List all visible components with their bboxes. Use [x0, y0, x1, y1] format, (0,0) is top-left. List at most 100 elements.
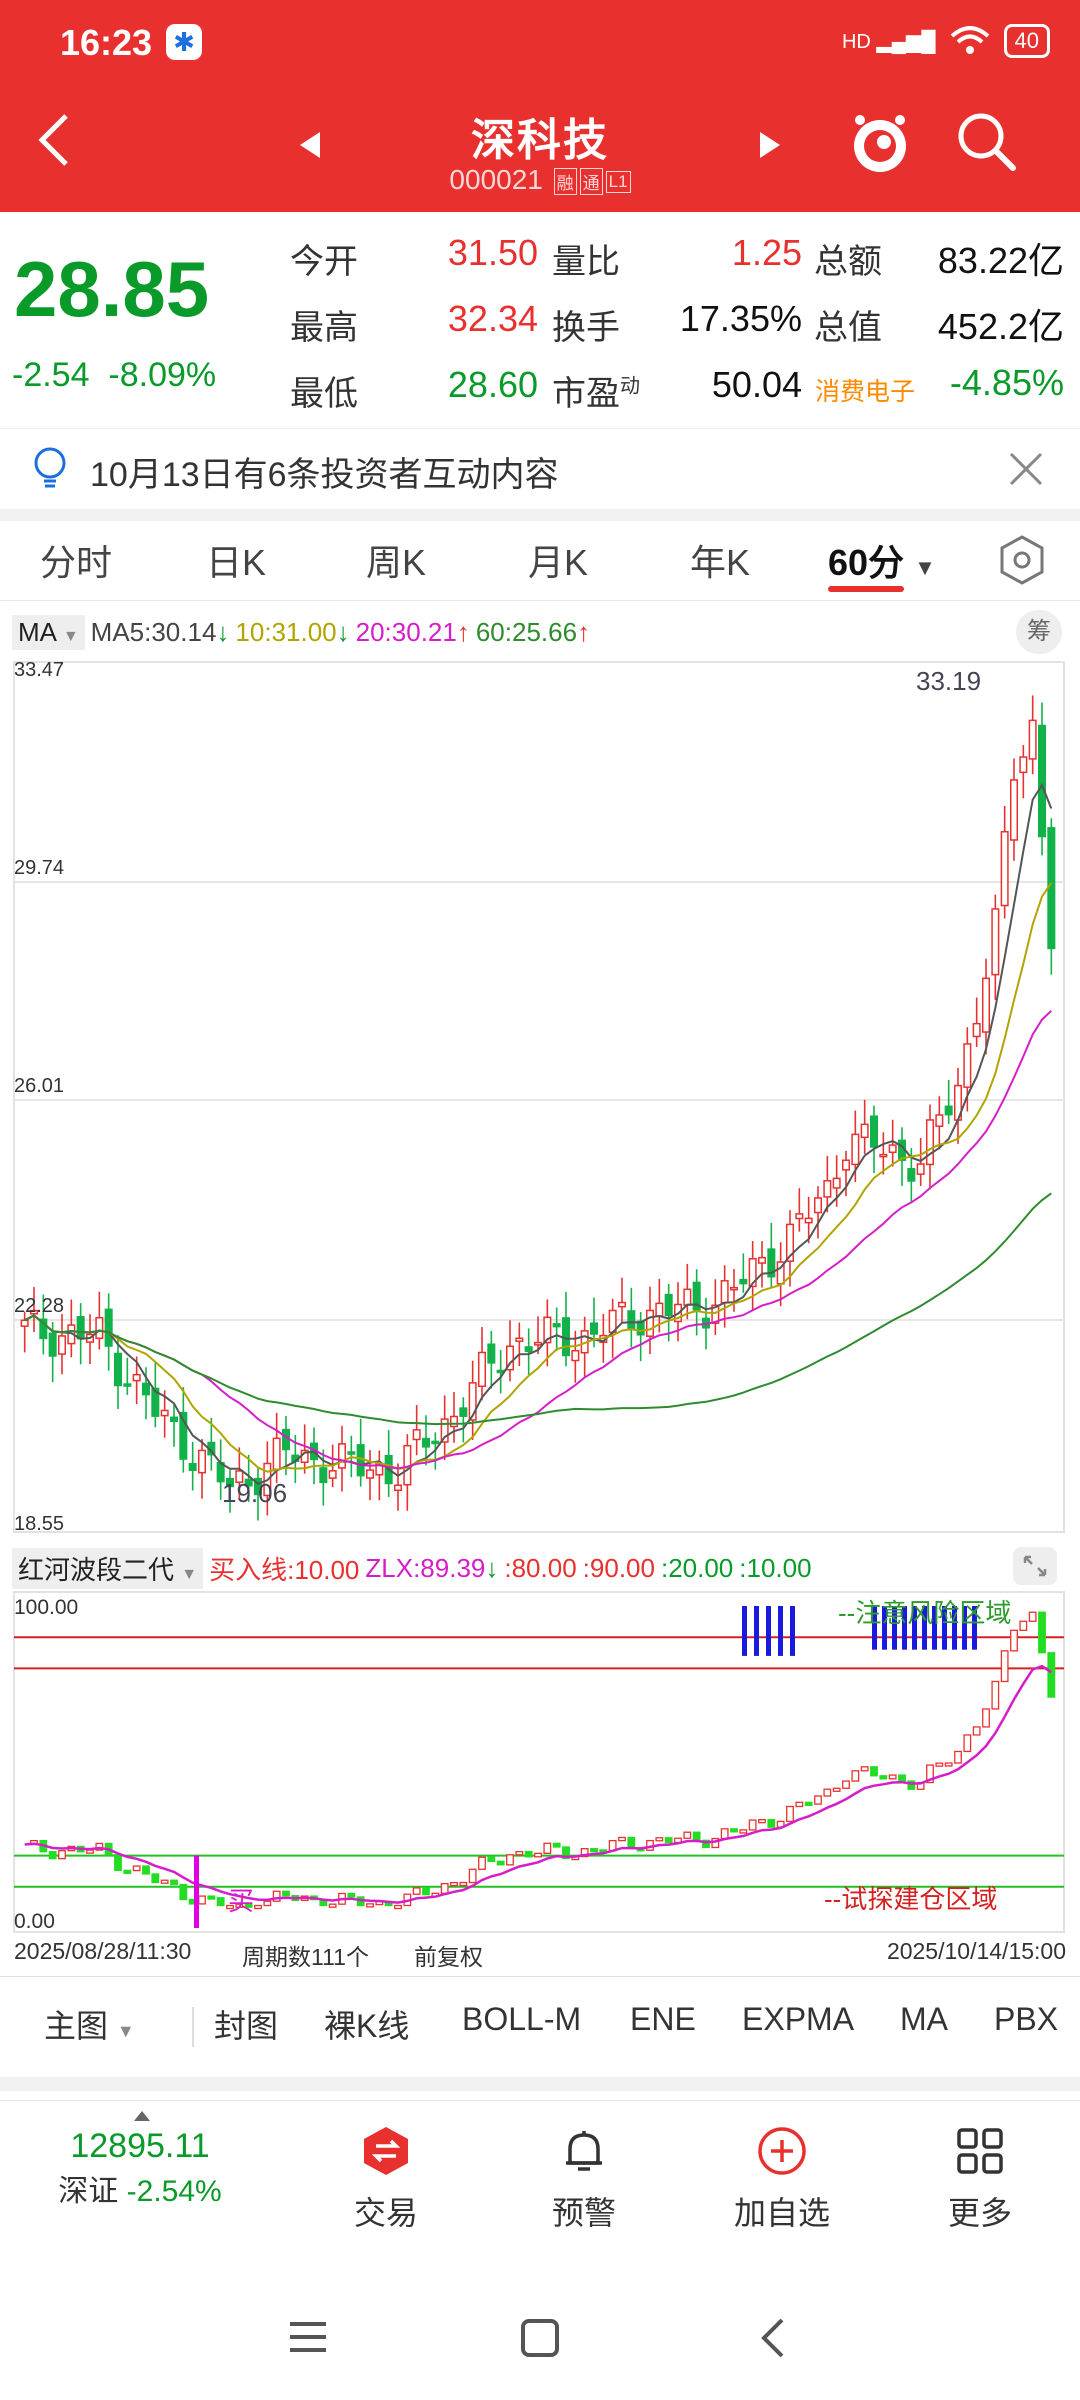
tool-pbx[interactable]: PBX	[994, 2001, 1059, 2037]
prev-stock-icon[interactable]	[298, 130, 322, 160]
risk-bar	[912, 1606, 917, 1650]
expand-up-icon[interactable]	[132, 2109, 152, 2123]
oscillator-bar	[972, 1726, 981, 1736]
candle-body	[29, 1309, 39, 1315]
tool-bare-k[interactable]: 裸K线	[324, 2008, 410, 2044]
oscillator-bar	[459, 1881, 468, 1887]
candle-body	[655, 1302, 664, 1317]
oscillator-bar	[263, 1900, 272, 1907]
line10-value: :10.00	[739, 1552, 812, 1583]
oscillator-bar	[515, 1850, 524, 1856]
oscillator-bar	[179, 1883, 188, 1901]
oscillator-bar	[758, 1819, 766, 1824]
oscillator-bar	[991, 1680, 1000, 1710]
search-icon[interactable]	[955, 110, 1019, 174]
risk-bar	[766, 1606, 771, 1656]
oscillator-bar	[702, 1839, 710, 1849]
status-time: 16:23	[60, 22, 153, 63]
index-ticker[interactable]: 12895.11 深证 -2.54%	[40, 2127, 240, 2210]
candle-body	[421, 1437, 431, 1448]
oscillator-bar	[58, 1850, 66, 1860]
wifi-icon	[950, 26, 989, 54]
close-icon[interactable]	[1008, 451, 1044, 487]
tool-boll-m[interactable]: BOLL-M	[462, 2001, 582, 2037]
line90-value: :90.00	[582, 1552, 655, 1583]
notice-bar[interactable]: 10月13日有6条投资者互动内容	[0, 428, 1080, 521]
back-arrow-icon[interactable]	[34, 110, 74, 170]
top-bar: 16:23 ✱ HD ▂▄▆█ 40 深科技 000021 融通 L1	[0, 0, 1080, 212]
lightbulb-icon	[34, 447, 66, 488]
nav-more[interactable]: 更多	[900, 2125, 1060, 2234]
battery-icon: 40	[1003, 24, 1050, 58]
candle-body	[113, 1352, 123, 1387]
nav-alert-label: 预警	[551, 2195, 616, 2231]
nav-add-watchlist[interactable]: 加自选	[702, 2125, 862, 2234]
oscillator-bar	[86, 1849, 94, 1854]
oscillator-bar	[720, 1828, 729, 1840]
ma-selector[interactable]: MA ▼	[12, 614, 85, 650]
indicator-selector[interactable]: 红河波段二代 ▼	[12, 1547, 204, 1589]
candle-body	[935, 1114, 944, 1127]
chart-end-date: 2025/10/14/15:00	[886, 1938, 1066, 1964]
vol-ratio-label: 量比	[552, 243, 620, 281]
oscillator-bar	[524, 1850, 533, 1858]
status-icons: HD ▂▄▆█ 40	[842, 24, 1050, 58]
candle-body	[1028, 719, 1037, 760]
indicator-legend: 红河波段二代 ▼ 买入线:10.00 ZLX:89.39↓ :80.00 :90…	[12, 1547, 812, 1589]
zlx-value: ZLX:89.39↓	[365, 1552, 499, 1583]
oscillator-bar	[170, 1879, 178, 1886]
tool-ene[interactable]: ENE	[630, 2001, 696, 2037]
indicator-chart[interactable]: 100.00 0.00 --注意风险区域 --试探建仓区域 买	[0, 1590, 1080, 1936]
tab-weekly[interactable]: 周K	[366, 542, 427, 583]
kline-chart[interactable]: 33.47 29.74 26.01 22.28 18.55 33.19 19.0…	[0, 660, 1080, 1540]
menu-icon[interactable]	[288, 2320, 328, 2354]
tab-yearly[interactable]: 年K	[690, 542, 751, 583]
oscillator-bar	[664, 1837, 673, 1844]
tool-seal[interactable]: 封图	[214, 2008, 279, 2044]
main-chart-selector[interactable]: 主图 ▼	[44, 2008, 135, 2044]
candle-body	[767, 1248, 776, 1278]
oscillator-bar	[730, 1828, 738, 1833]
risk-bar	[922, 1606, 927, 1650]
home-icon[interactable]	[520, 2318, 560, 2358]
settings-hexagon-icon[interactable]	[996, 534, 1048, 586]
oscillator-bar	[142, 1865, 150, 1875]
next-stock-icon[interactable]	[758, 130, 782, 160]
candle-body	[151, 1387, 160, 1417]
tool-ma[interactable]: MA	[900, 2001, 948, 2037]
candle-body	[319, 1467, 328, 1484]
connect-tag: 通	[579, 168, 603, 196]
nav-alert[interactable]: 预警	[504, 2125, 664, 2234]
last-price: 28.85	[14, 245, 210, 333]
oscillator-bar	[1028, 1611, 1037, 1622]
oscillator-bar	[198, 1895, 206, 1905]
candle-body	[412, 1429, 421, 1441]
candle-body	[832, 1177, 841, 1189]
oscillator-bar	[954, 1750, 962, 1764]
oscillator-bar	[1010, 1629, 1018, 1652]
oscillator-bar	[478, 1856, 486, 1870]
candle-body	[440, 1418, 449, 1443]
candle-body	[571, 1349, 580, 1362]
tab-daily[interactable]: 日K	[206, 542, 267, 583]
tab-monthly[interactable]: 月K	[528, 542, 589, 583]
oscillator-bar	[422, 1887, 430, 1896]
nav-trade[interactable]: 交易	[306, 2125, 466, 2234]
candle-body	[944, 1105, 953, 1116]
risk-bar	[742, 1606, 747, 1656]
back-icon[interactable]	[758, 2316, 788, 2360]
oscillator-bar	[748, 1819, 757, 1831]
chip-distribution-button[interactable]: 筹	[1016, 610, 1062, 654]
oscillator-bar	[888, 1774, 897, 1780]
risk-bar	[754, 1606, 759, 1656]
tool-expma[interactable]: EXPMA	[742, 2001, 855, 2037]
assistant-icon[interactable]	[850, 112, 910, 176]
expand-icon[interactable]	[1012, 1546, 1058, 1586]
oscillator-bar	[151, 1873, 160, 1884]
oscillator-bar	[655, 1837, 664, 1842]
tab-timeshare[interactable]: 分时	[40, 542, 113, 583]
sector-name[interactable]: 消费电子	[815, 378, 916, 406]
tab-60min[interactable]: 60分 ▼	[828, 542, 936, 583]
candle-body	[683, 1288, 692, 1306]
candle-body	[468, 1382, 477, 1421]
